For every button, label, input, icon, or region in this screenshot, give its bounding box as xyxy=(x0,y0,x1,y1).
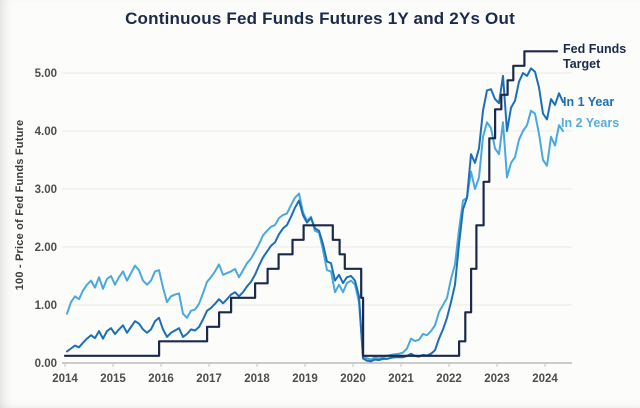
x-tick-label: 2023 xyxy=(484,373,510,385)
series-in-2-years xyxy=(66,109,564,361)
series-in-1-year xyxy=(66,67,564,363)
legend-fed-funds-target: Fed Funds Target xyxy=(563,42,627,71)
legend-in-1-year: In 1 Year xyxy=(563,95,615,109)
series-fed-funds-target xyxy=(63,50,559,357)
x-tick-label: 2020 xyxy=(340,373,366,385)
x-tick-label: 2022 xyxy=(436,373,462,385)
y-tick-label: 0.00 xyxy=(35,358,57,370)
y-tick-label: 5.00 xyxy=(35,68,57,80)
x-tick-label: 2015 xyxy=(100,373,126,385)
legend-in-2-years: In 2 Years xyxy=(561,116,620,130)
x-tick-label: 2018 xyxy=(244,373,270,385)
x-tick-label: 2021 xyxy=(388,373,414,385)
x-tick-label: 2016 xyxy=(148,373,174,385)
x-tick-label: 2024 xyxy=(532,373,558,385)
x-tick-label: 2017 xyxy=(196,373,222,385)
x-tick-label: 2019 xyxy=(292,373,318,385)
y-tick-label: 3.00 xyxy=(35,184,57,196)
y-tick-label: 1.00 xyxy=(35,300,57,312)
x-tick-label: 2014 xyxy=(52,373,78,385)
y-tick-label: 4.00 xyxy=(35,126,57,138)
chart-title: Continuous Fed Funds Futures 1Y and 2Ys … xyxy=(125,9,515,28)
y-tick-label: 2.00 xyxy=(35,242,57,254)
